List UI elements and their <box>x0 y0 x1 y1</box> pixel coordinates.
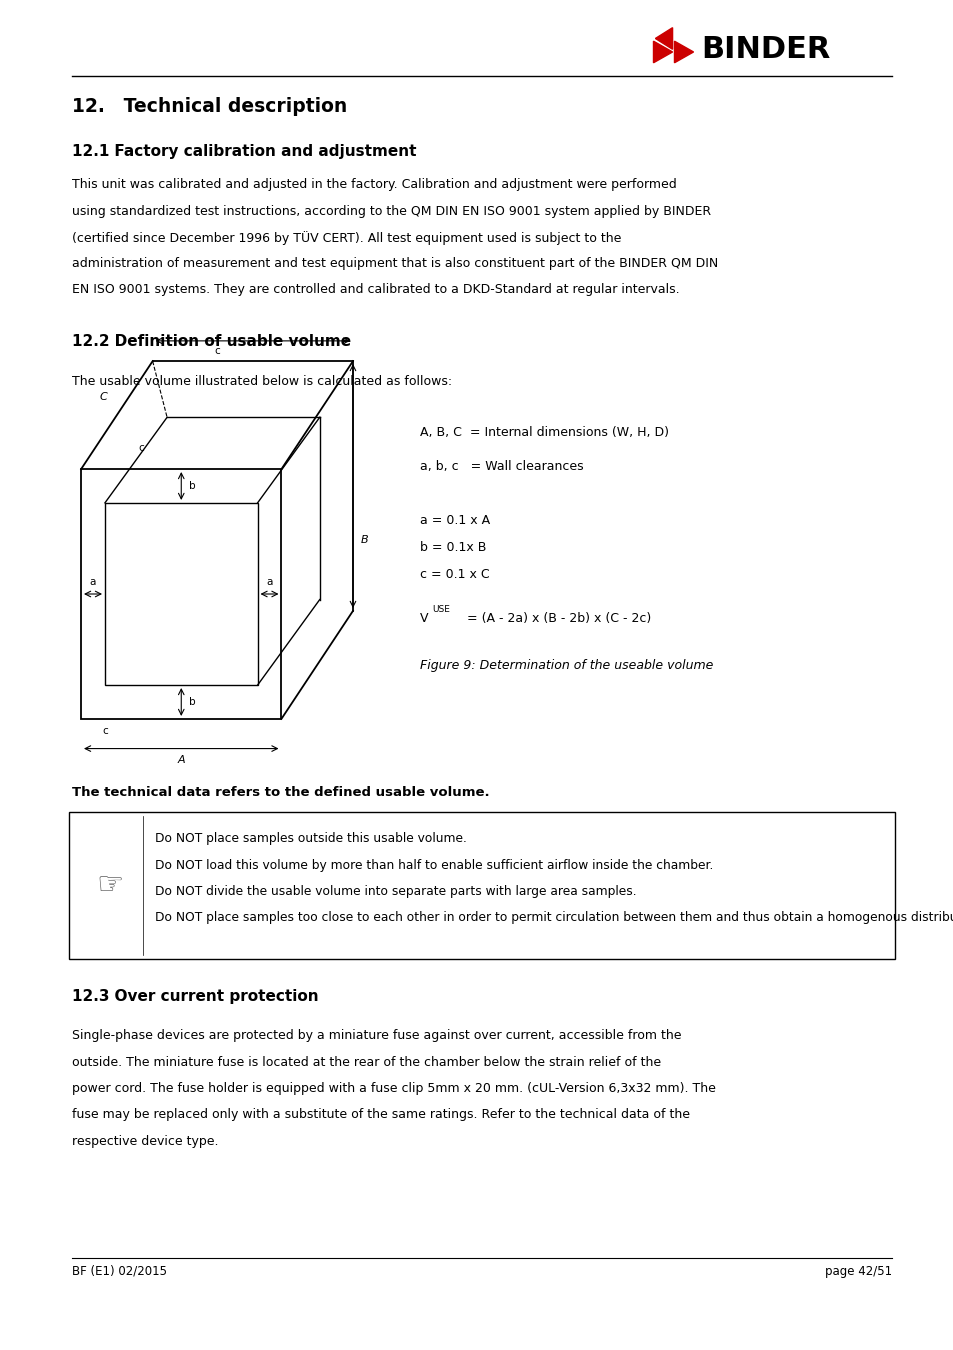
Text: Do NOT load this volume by more than half to enable sufficient airflow inside th: Do NOT load this volume by more than hal… <box>154 859 712 872</box>
Text: EN ISO 9001 systems. They are controlled and calibrated to a DKD-Standard at reg: EN ISO 9001 systems. They are controlled… <box>71 284 679 297</box>
Text: c: c <box>102 726 108 736</box>
Text: using standardized test instructions, according to the QM DIN EN ISO 9001 system: using standardized test instructions, ac… <box>71 204 710 217</box>
Text: b = 0.1x B: b = 0.1x B <box>419 541 486 554</box>
Text: outside. The miniature fuse is located at the rear of the chamber below the stra: outside. The miniature fuse is located a… <box>71 1056 660 1069</box>
Text: a = 0.1 x A: a = 0.1 x A <box>419 514 490 526</box>
Text: (certified since December 1996 by TÜV CERT). All test equipment used is subject : (certified since December 1996 by TÜV CE… <box>71 231 620 244</box>
Text: b: b <box>189 697 195 707</box>
Text: respective device type.: respective device type. <box>71 1135 218 1148</box>
Text: The technical data refers to the defined usable volume.: The technical data refers to the defined… <box>71 787 489 799</box>
Text: c = 0.1 x C: c = 0.1 x C <box>419 568 489 580</box>
FancyBboxPatch shape <box>69 813 894 960</box>
Text: Do NOT divide the usable volume into separate parts with large area samples.: Do NOT divide the usable volume into sep… <box>154 886 636 898</box>
Text: c: c <box>213 346 220 356</box>
Text: A, B, C  = Internal dimensions (W, H, D): A, B, C = Internal dimensions (W, H, D) <box>419 427 668 439</box>
Text: This unit was calibrated and adjusted in the factory. Calibration and adjustment: This unit was calibrated and adjusted in… <box>71 178 676 192</box>
Text: a: a <box>266 578 273 587</box>
Text: Do NOT place samples too close to each other in order to permit circulation betw: Do NOT place samples too close to each o… <box>154 911 953 925</box>
Text: page 42/51: page 42/51 <box>824 1265 891 1278</box>
Text: V: V <box>419 613 428 625</box>
Text: 12.2 Definition of usable volume: 12.2 Definition of usable volume <box>71 335 351 350</box>
Text: 12.3 Over current protection: 12.3 Over current protection <box>71 990 318 1004</box>
Text: a, b, c   = Wall clearances: a, b, c = Wall clearances <box>419 460 583 472</box>
Polygon shape <box>653 40 672 63</box>
Text: administration of measurement and test equipment that is also constituent part o: administration of measurement and test e… <box>71 256 717 270</box>
Text: 12. Technical description: 12. Technical description <box>71 97 347 116</box>
Text: USE: USE <box>432 606 450 614</box>
Text: Figure 9: Determination of the useable volume: Figure 9: Determination of the useable v… <box>419 660 713 672</box>
Text: = (A - 2a) x (B - 2b) x (C - 2c): = (A - 2a) x (B - 2b) x (C - 2c) <box>462 613 650 625</box>
Text: Single-phase devices are protected by a miniature fuse against over current, acc: Single-phase devices are protected by a … <box>71 1030 680 1042</box>
Text: B: B <box>360 535 368 545</box>
Text: BF (E1) 02/2015: BF (E1) 02/2015 <box>71 1265 167 1278</box>
Text: The usable volume illustrated below is calculated as follows:: The usable volume illustrated below is c… <box>71 375 451 387</box>
Text: fuse may be replaced only with a substitute of the same ratings. Refer to the te: fuse may be replaced only with a substit… <box>71 1108 689 1122</box>
Text: C: C <box>99 392 107 402</box>
Text: a: a <box>90 578 96 587</box>
Text: 12.1 Factory calibration and adjustment: 12.1 Factory calibration and adjustment <box>71 144 416 159</box>
Polygon shape <box>655 27 672 49</box>
Text: power cord. The fuse holder is equipped with a fuse clip 5mm x 20 mm. (cUL-Versi: power cord. The fuse holder is equipped … <box>71 1083 715 1095</box>
Text: Do NOT place samples outside this usable volume.: Do NOT place samples outside this usable… <box>154 832 466 845</box>
Polygon shape <box>674 40 693 63</box>
Text: b: b <box>189 481 195 491</box>
Text: BINDER: BINDER <box>700 35 830 63</box>
Text: c: c <box>139 443 145 452</box>
Text: ☞: ☞ <box>96 871 123 900</box>
Text: A: A <box>177 756 185 765</box>
